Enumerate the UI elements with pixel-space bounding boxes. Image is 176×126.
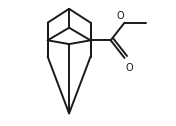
Text: O: O	[116, 11, 124, 21]
Text: O: O	[125, 63, 133, 73]
